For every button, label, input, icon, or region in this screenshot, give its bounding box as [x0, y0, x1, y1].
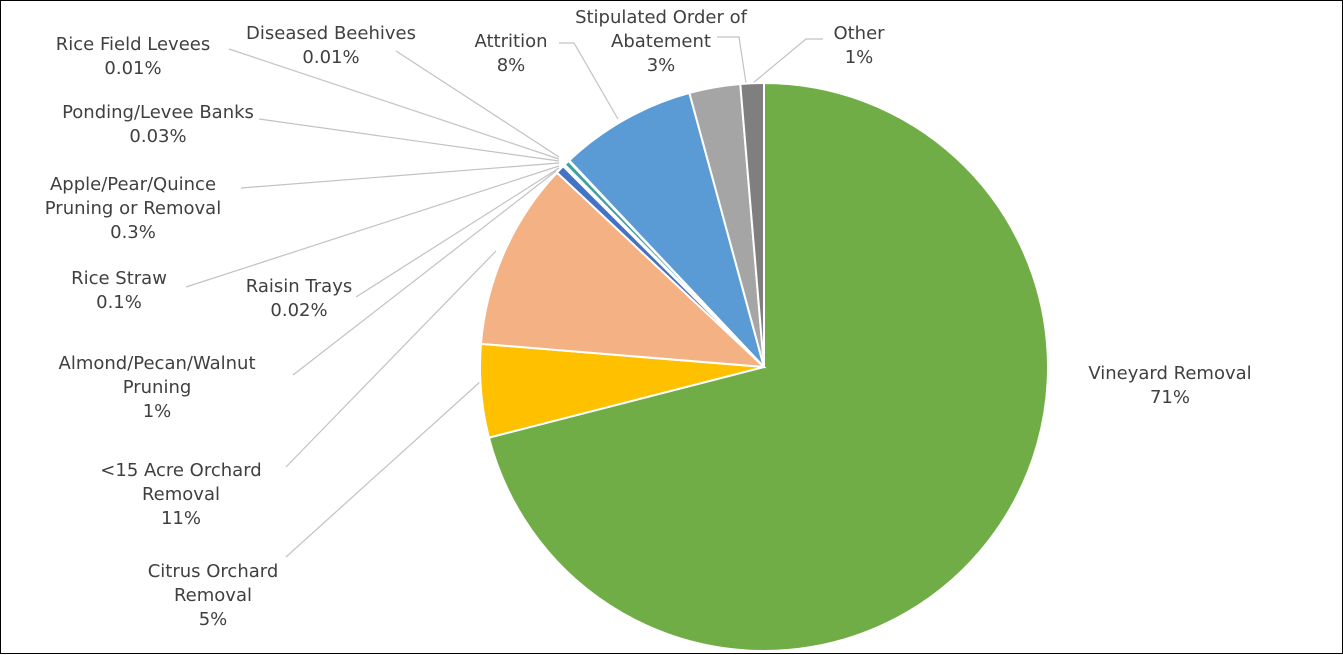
- data-labels: Vineyard Removal 71% Citrus Orchard Removal…: [45, 7, 1252, 630]
- data-label-citrus-orchard-removal: Citrus Orchard Removal 5%: [148, 561, 279, 630]
- pie-slices: [479, 81, 1049, 652]
- data-label-name: <15 Acre Orchard: [100, 460, 261, 481]
- data-label-diseased-beehives: Diseased Beehives 0.01%: [246, 23, 416, 68]
- data-label-name: Raisin Trays: [246, 276, 352, 297]
- leader-line-almond-pecan-walnut-pruning: [292, 170, 557, 376]
- data-label-value: 0.01%: [302, 47, 359, 68]
- leader-line-apple-pear-quince-pruning-or-removal: [240, 162, 560, 189]
- data-label-value: 1%: [143, 401, 172, 422]
- data-label-name: Rice Field Levees: [56, 34, 210, 55]
- data-label-value: 5%: [199, 609, 228, 630]
- leader-line-15-acre-orchard-removal: [285, 250, 497, 468]
- data-label-apple-pear-quince-pruning-or-removal: Apple/Pear/Quince Pruning or Removal 0.3%: [45, 174, 221, 243]
- pie-slice-attrition: [567, 91, 765, 368]
- leader-line-citrus-orchard-removal: [285, 380, 482, 558]
- data-label-value: 3%: [647, 55, 676, 76]
- data-label-name: Diseased Beehives: [246, 23, 416, 44]
- data-label-stipulated-order-of-abatement: Stipulated Order of Abatement 3%: [575, 7, 748, 76]
- data-label-other: Other 1%: [833, 23, 885, 68]
- data-label-name: Removal: [142, 484, 220, 505]
- leader-line-diseased-beehives: [395, 50, 560, 158]
- data-label-value: 0.01%: [104, 58, 161, 79]
- data-label-value: 0.3%: [110, 222, 156, 243]
- data-label-name: Pruning or Removal: [45, 198, 221, 219]
- data-label-value: 11%: [161, 508, 201, 529]
- leader-line-other: [752, 38, 823, 84]
- leader-line-attrition: [559, 42, 619, 120]
- data-label-name: Removal: [174, 585, 252, 606]
- leader-line-rice-straw: [185, 165, 560, 288]
- data-label-ponding-levee-banks: Ponding/Levee Banks 0.03%: [62, 102, 254, 147]
- data-label-name: Vineyard Removal: [1088, 363, 1251, 384]
- data-label-attrition: Attrition 8%: [475, 31, 548, 76]
- pie-slice-vineyard-removal: [487, 81, 1049, 652]
- data-label-rice-field-levees: Rice Field Levees 0.01%: [56, 34, 210, 79]
- data-label-value: 8%: [497, 55, 526, 76]
- data-label-name: Citrus Orchard: [148, 561, 279, 582]
- pie-slice-15-acre-orchard-removal: [479, 171, 767, 369]
- data-label-value: 0.03%: [129, 126, 186, 147]
- data-label-name: Attrition: [475, 31, 548, 52]
- data-label-almond-pecan-walnut-pruning: Almond/Pecan/Walnut Pruning 1%: [59, 353, 256, 422]
- pie-slice-other: [739, 81, 765, 368]
- leader-lines: [185, 36, 823, 558]
- data-label-rice-straw: Rice Straw 0.1%: [71, 268, 167, 313]
- leader-line-raisin-trays: [355, 167, 560, 298]
- leader-line-ponding-levee-banks: [258, 118, 560, 162]
- data-label-name: Abatement: [611, 31, 711, 52]
- leader-line-rice-field-levees: [228, 48, 560, 160]
- data-label-raisin-trays: Raisin Trays 0.02%: [246, 276, 352, 321]
- data-label-value: 71%: [1150, 387, 1190, 408]
- data-label-name: Rice Straw: [71, 268, 167, 289]
- data-label-name: Pruning: [123, 377, 192, 398]
- data-label-15-acre-orchard-removal: <15 Acre Orchard Removal 11%: [100, 460, 261, 529]
- data-label-name: Apple/Pear/Quince: [50, 174, 216, 195]
- data-label-vineyard-removal: Vineyard Removal 71%: [1088, 363, 1251, 408]
- data-label-name: Almond/Pecan/Walnut: [59, 353, 256, 374]
- data-label-value: 0.1%: [96, 292, 142, 313]
- data-label-value: 1%: [845, 47, 874, 68]
- data-label-name: Stipulated Order of: [575, 7, 748, 28]
- data-label-value: 0.02%: [270, 300, 327, 321]
- leader-line-stipulated-order-of-abatement: [717, 36, 747, 84]
- data-label-name: Other: [833, 23, 885, 44]
- data-label-name: Ponding/Levee Banks: [62, 102, 254, 123]
